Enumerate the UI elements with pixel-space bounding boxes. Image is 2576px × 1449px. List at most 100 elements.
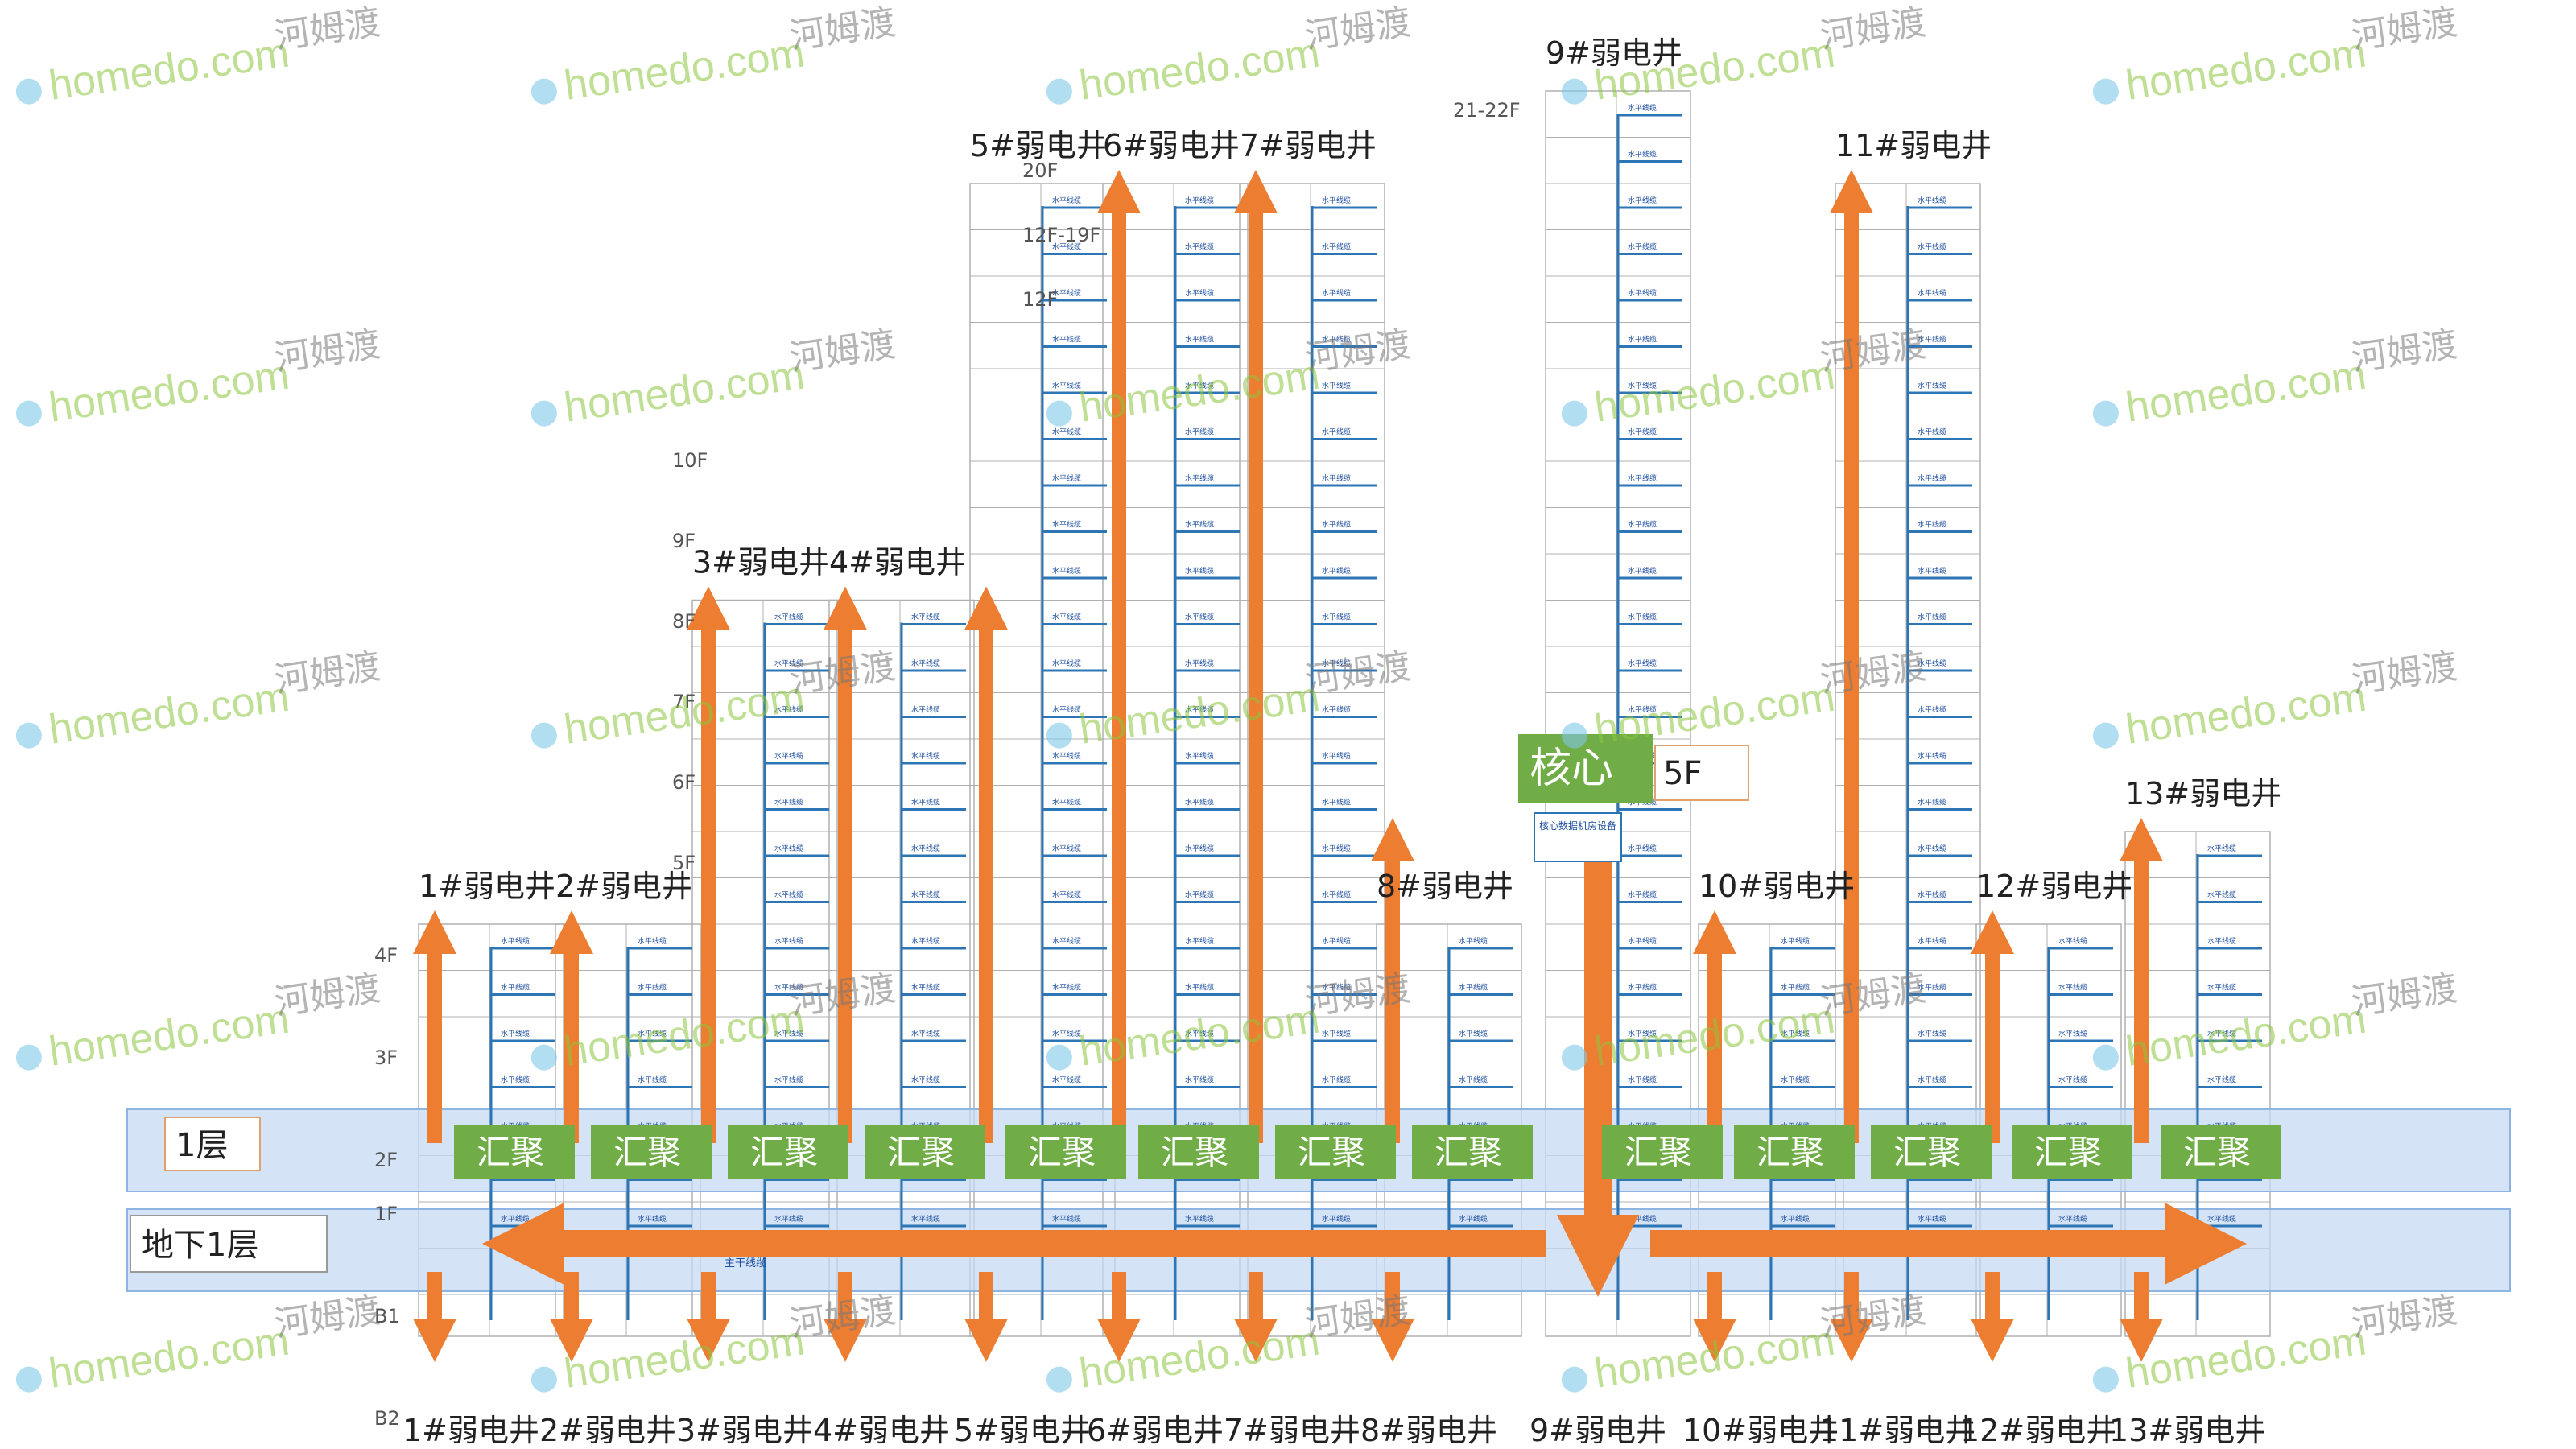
watermark-text: homedo.com: [2123, 351, 2369, 431]
watermark-cn: 河姆渡: [787, 2, 898, 57]
aggregation-box: [1871, 1125, 1992, 1179]
wire-label: 水平线缆: [1322, 242, 1351, 252]
wire-label: 水平线缆: [2058, 936, 2087, 946]
wire-label: 水平线缆: [1185, 242, 1214, 252]
watermark-text: homedo.com: [46, 1317, 292, 1397]
ground-floor-label: 1层: [175, 1127, 228, 1164]
wire-label: 水平线缆: [911, 1214, 940, 1224]
aggregation-label: 汇聚: [1161, 1133, 1228, 1172]
wire-label: 水平线缆: [1052, 1214, 1081, 1224]
wire-label: 水平线缆: [1052, 566, 1081, 576]
wire-label: 水平线缆: [774, 1029, 803, 1038]
wire-label: 水平线缆: [1781, 1075, 1810, 1085]
wire-label: 水平线缆: [1781, 983, 1810, 993]
wire-label: 水平线缆: [1185, 890, 1214, 900]
watermark-flower-icon: [15, 722, 42, 749]
wire-label: 水平线缆: [1628, 520, 1657, 530]
aggregation-label: 汇聚: [2183, 1133, 2251, 1172]
wire-label: 水平线缆: [1322, 751, 1351, 761]
wire-label: 水平线缆: [1918, 1029, 1946, 1038]
core-node: 核心 5F 核心数据机房设备: [1518, 734, 1749, 862]
floor-tick: B1: [374, 1305, 400, 1327]
watermark-cn: 河姆渡: [1818, 324, 1929, 379]
wire-label: 水平线缆: [2207, 844, 2236, 853]
wire-label: 水平线缆: [1052, 1029, 1081, 1038]
wire-label: 水平线缆: [2207, 1214, 2236, 1224]
horizontal-wiring: 水平线缆水平线缆水平线缆水平线缆水平线缆水平线缆水平线缆水平线缆水平线缆水平线缆…: [489, 103, 2262, 1320]
watermark-flower-icon: [1561, 1366, 1587, 1393]
aggregation-switches: 汇聚 汇聚 汇聚 汇聚 汇聚 汇聚 汇聚 汇聚 汇聚 汇聚 汇聚 汇聚 汇聚: [454, 1125, 2281, 1179]
wire-label: 水平线缆: [1918, 751, 1946, 761]
watermark-text: homedo.com: [2123, 29, 2369, 109]
wire-label: 水平线缆: [501, 1029, 530, 1038]
shaft-bottom-label: 12#弱电井: [1960, 1413, 2116, 1448]
shaft-top-label: 6#弱电井: [1103, 128, 1240, 163]
wire-label: 水平线缆: [1052, 890, 1081, 900]
aggregation-label: 汇聚: [1893, 1133, 1961, 1172]
shaft-top-label: 4#弱电井: [829, 545, 966, 580]
floor-tick: 12F-19F: [1022, 224, 1100, 246]
shaft-bottom-label: 5#弱电井: [954, 1413, 1091, 1448]
watermark-cn: 河姆渡: [272, 2, 383, 57]
floor-tick: 20F: [1022, 159, 1058, 182]
wire-label: 水平线缆: [1185, 613, 1214, 622]
wire-label: 水平线缆: [1628, 473, 1657, 483]
watermark-text: homedo.com: [1076, 29, 1323, 109]
wire-label: 水平线缆: [1322, 520, 1351, 530]
core-floor-box: [1654, 745, 1749, 801]
wire-label: 水平线缆: [1322, 890, 1351, 900]
wire-label: 水平线缆: [1322, 381, 1351, 390]
watermark-cn: 河姆渡: [2349, 1290, 2460, 1345]
shaft-top-label: 5#弱电井: [970, 128, 1107, 163]
wire-label: 水平线缆: [1185, 335, 1214, 345]
wire-label: 水平线缆: [1918, 890, 1946, 900]
watermark-flower-icon: [2092, 400, 2119, 427]
floor-tick: 7F: [672, 691, 696, 713]
wire-label: 水平线缆: [774, 1214, 803, 1224]
wire-label: 水平线缆: [1918, 844, 1946, 853]
floor-tick: 10F: [672, 449, 708, 472]
basement-note: 主干线缆: [724, 1257, 766, 1269]
wire-label: 水平线缆: [774, 936, 803, 946]
wire-label: 水平线缆: [1781, 936, 1810, 946]
backbone-arrows: 主干线缆: [413, 170, 2247, 1362]
shaft-top-label: 11#弱电井: [1835, 128, 1992, 163]
wire-label: 水平线缆: [1628, 936, 1657, 946]
watermark-text: homedo.com: [2123, 673, 2369, 753]
watermark-flower-icon: [15, 1366, 42, 1393]
floor-tick: 5F: [672, 852, 696, 874]
shaft-top-label: 10#弱电井: [1699, 869, 1855, 904]
aggregation-box: [728, 1125, 848, 1179]
shaft-bottom-label: 9#弱电井: [1530, 1413, 1666, 1448]
wire-label: 水平线缆: [2207, 1029, 2236, 1038]
wire-label: 水平线缆: [1052, 1075, 1081, 1085]
floor-tick: 1F: [374, 1203, 398, 1225]
watermark-flower-icon: [15, 1044, 42, 1071]
wire-label: 水平线缆: [501, 936, 530, 946]
wire-label: 水平线缆: [1628, 196, 1657, 205]
watermark-cn: 河姆渡: [787, 968, 898, 1023]
wire-label: 水平线缆: [1185, 196, 1214, 205]
floor-tick: 9F: [672, 530, 696, 552]
watermark-text: homedo.com: [561, 1317, 807, 1397]
wire-label: 水平线缆: [774, 705, 803, 715]
floor-tick: B2: [374, 1407, 400, 1430]
aggregation-label: 汇聚: [613, 1133, 681, 1172]
wire-label: 水平线缆: [2207, 1075, 2236, 1085]
wire-label: 水平线缆: [1052, 983, 1081, 993]
watermark-flower-icon: [1046, 400, 1072, 427]
wire-label: 水平线缆: [1918, 798, 1946, 807]
wire-label: 水平线缆: [1052, 520, 1081, 530]
wire-label: 水平线缆: [1052, 473, 1081, 483]
shaft-top-label: 13#弱电井: [2125, 776, 2281, 811]
wire-label: 水平线缆: [911, 613, 940, 622]
wire-label: 水平线缆: [1918, 335, 1946, 345]
wire-label: 水平线缆: [1052, 196, 1081, 205]
